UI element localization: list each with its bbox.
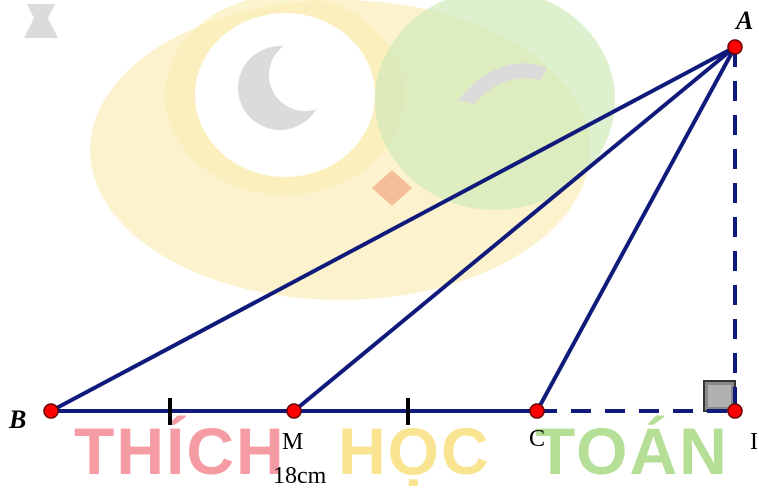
point-m — [286, 403, 302, 419]
segment-am — [292, 45, 737, 413]
watermark-word-1: THÍCH — [74, 414, 286, 488]
point-c — [529, 403, 545, 419]
watermark-word-2: HỌC — [338, 414, 491, 488]
point-b — [43, 403, 59, 419]
watermark-corner-icon — [24, 4, 58, 38]
watermark-owl-right-eye — [375, 0, 615, 210]
segment-ac — [535, 45, 737, 413]
label-i: I — [750, 429, 758, 455]
point-a — [727, 39, 743, 55]
watermark-text: THÍCH HỌC TOÁN — [74, 414, 729, 488]
label-m: M — [282, 429, 303, 455]
label-b: B — [8, 405, 26, 434]
label-c: C — [529, 426, 545, 452]
segment-ab — [49, 45, 737, 413]
watermark-logo: THÍCH HỌC TOÁN — [24, 0, 729, 488]
watermark-wink-icon — [458, 63, 548, 104]
watermark-word-3: TOÁN — [535, 414, 729, 488]
label-a: A — [734, 6, 753, 35]
watermark-beak-icon — [372, 170, 412, 206]
measure-label: 18cm — [273, 463, 327, 489]
point-i — [727, 403, 743, 419]
